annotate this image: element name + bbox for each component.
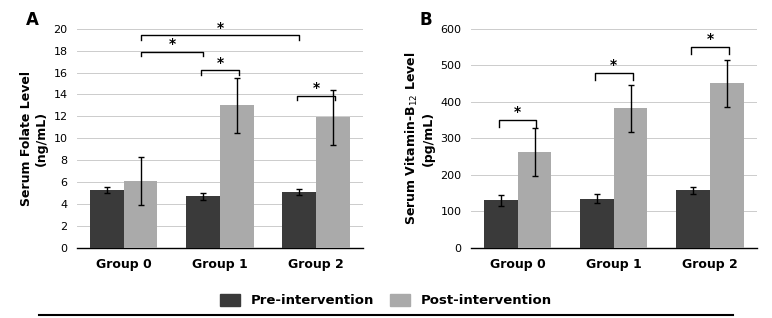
Bar (124, 181, 157, 248)
Text: *: * (216, 56, 223, 70)
Legend: Pre-intervention, Post-intervention: Pre-intervention, Post-intervention (216, 290, 556, 311)
Bar (710, 84, 743, 248)
Text: *: * (514, 105, 521, 119)
Bar (186, 197, 220, 248)
Y-axis label: Serum Folate Level
(ng/mL): Serum Folate Level (ng/mL) (20, 71, 48, 206)
Bar (484, 200, 518, 248)
Bar (316, 117, 350, 248)
Bar (283, 192, 316, 248)
Text: B: B (420, 11, 432, 29)
Text: *: * (706, 32, 713, 46)
Bar (518, 152, 551, 248)
Text: *: * (216, 21, 223, 35)
Bar (220, 105, 253, 248)
Bar (676, 190, 710, 248)
Text: *: * (611, 58, 618, 72)
Text: *: * (168, 37, 175, 51)
Text: A: A (25, 11, 39, 29)
Text: *: * (313, 81, 320, 95)
Bar (90, 190, 124, 248)
Bar (581, 199, 614, 248)
Y-axis label: Serum Vitamin-B$_{12}$ Level
(pg/mL): Serum Vitamin-B$_{12}$ Level (pg/mL) (404, 52, 435, 225)
Bar (614, 108, 648, 248)
